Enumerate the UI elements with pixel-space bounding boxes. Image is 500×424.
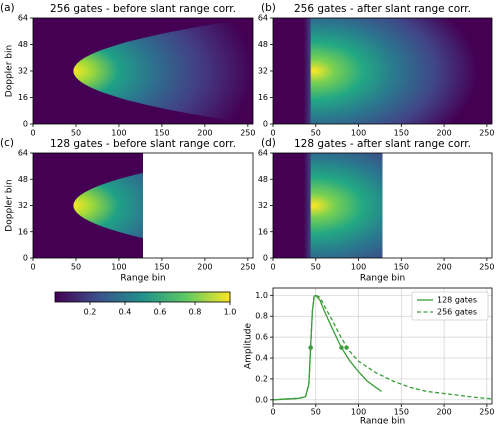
- x-tick-label: 100: [351, 263, 366, 272]
- x-tick-label: 100: [111, 129, 126, 138]
- panel-title: 256 gates - after slant range corr.: [294, 3, 471, 15]
- x-axis-label: Range bin: [360, 417, 405, 424]
- colorbar: [54, 291, 231, 303]
- x-tick-label: 100: [351, 408, 366, 417]
- axes-frame: [272, 287, 493, 405]
- x-tick-label: 200: [197, 129, 212, 138]
- y-tick-label: 0.2: [255, 374, 268, 383]
- x-tick-label: 250: [479, 263, 494, 272]
- panel-label: (d): [261, 137, 276, 149]
- y-tick-label: 16: [18, 93, 28, 102]
- y-tick-label: 16: [18, 227, 28, 236]
- y-tick-label: 32: [258, 201, 268, 210]
- x-tick-label: 0: [270, 129, 275, 138]
- heatmap-glow: [303, 153, 311, 258]
- y-tick-label: 48: [258, 175, 268, 184]
- panel-label: (a): [0, 2, 15, 14]
- x-tick-label: 250: [240, 263, 255, 272]
- x-tick-label: 200: [436, 263, 451, 272]
- y-tick-label: 0: [23, 120, 28, 129]
- x-tick-label: 150: [154, 263, 169, 272]
- x-tick-label: 150: [394, 129, 409, 138]
- y-tick-label: 0.8: [255, 312, 268, 321]
- legend-box: [411, 291, 489, 321]
- y-tick-label: 32: [258, 67, 268, 76]
- y-tick-label: 0.6: [255, 333, 268, 342]
- heatmap-image: [33, 153, 143, 258]
- y-tick-label: 0.0: [255, 395, 268, 404]
- heatmap-image: [273, 18, 492, 124]
- heatmap-region: [73, 172, 143, 239]
- x-axis-label: Range bin: [120, 274, 165, 284]
- x-tick-label: 0: [30, 129, 35, 138]
- heatmap-image: [33, 18, 253, 124]
- y-tick-label: 64: [18, 14, 28, 23]
- legend-label: 128 gates: [437, 296, 477, 305]
- y-axis-label: Doppler bin: [5, 45, 15, 97]
- colorbar-tick-label: 0.2: [84, 308, 97, 317]
- y-tick-label: 64: [258, 14, 268, 23]
- y-tick-label: 64: [18, 149, 28, 158]
- x-tick-label: 200: [197, 263, 212, 272]
- x-tick-label: 100: [111, 263, 126, 272]
- x-tick-label: 50: [311, 263, 321, 272]
- x-tick-label: 150: [394, 408, 409, 417]
- heatmap-image: [273, 153, 383, 258]
- x-tick-label: 250: [240, 129, 255, 138]
- heatmap-region: [310, 18, 492, 124]
- half-amplitude-point: [344, 345, 349, 350]
- y-axis-label: Doppler bin: [5, 179, 15, 231]
- series-line: [272, 294, 382, 401]
- y-tick-label: 0: [23, 254, 28, 263]
- x-axis-label: Range bin: [360, 274, 405, 284]
- y-tick-label: 48: [18, 175, 28, 184]
- half-amplitude-point: [308, 345, 313, 350]
- panel-label: (c): [0, 137, 14, 149]
- heatmap-region: [310, 153, 383, 258]
- x-tick-label: 250: [479, 129, 494, 138]
- panel-label: (b): [261, 2, 276, 14]
- x-tick-label: 100: [351, 129, 366, 138]
- y-tick-label: 32: [18, 201, 28, 210]
- colorbar-tick-label: 0.8: [189, 308, 202, 317]
- half-amplitude-point: [339, 345, 344, 350]
- x-tick-label: 0: [270, 408, 275, 417]
- y-tick-label: 1.0: [255, 291, 268, 300]
- y-axis-label: Amplitude: [244, 322, 254, 369]
- series-line: [272, 294, 493, 401]
- y-tick-label: 64: [258, 149, 268, 158]
- y-tick-label: 48: [258, 40, 268, 49]
- y-tick-label: 0: [263, 120, 268, 129]
- x-tick-label: 200: [436, 129, 451, 138]
- panel-title: 256 gates - before slant range corr.: [50, 3, 236, 15]
- heatmap-glow: [303, 18, 311, 124]
- colorbar-tick-label: 0.4: [119, 308, 132, 317]
- legend-label: 256 gates: [437, 308, 477, 317]
- colorbar-tick-label: 0.6: [154, 308, 167, 317]
- x-tick-label: 50: [71, 129, 81, 138]
- colorbar-tick-label: 1.0: [224, 308, 237, 317]
- x-tick-label: 150: [154, 129, 169, 138]
- x-tick-label: 50: [311, 408, 321, 417]
- y-tick-label: 16: [258, 227, 268, 236]
- y-tick-label: 0: [263, 254, 268, 263]
- y-tick-label: 48: [18, 40, 28, 49]
- panel-title: 128 gates - before slant range corr.: [50, 138, 236, 150]
- x-tick-label: 50: [311, 129, 321, 138]
- x-tick-label: 0: [270, 263, 275, 272]
- y-tick-label: 0.4: [255, 354, 268, 363]
- y-tick-label: 16: [258, 93, 268, 102]
- x-tick-label: 50: [71, 263, 81, 272]
- x-tick-label: 250: [479, 408, 494, 417]
- x-tick-label: 150: [394, 263, 409, 272]
- x-tick-label: 0: [30, 263, 35, 272]
- panel-title: 128 gates - after slant range corr.: [294, 138, 471, 150]
- y-tick-label: 32: [18, 67, 28, 76]
- heatmap-region: [73, 18, 253, 124]
- x-tick-label: 200: [436, 408, 451, 417]
